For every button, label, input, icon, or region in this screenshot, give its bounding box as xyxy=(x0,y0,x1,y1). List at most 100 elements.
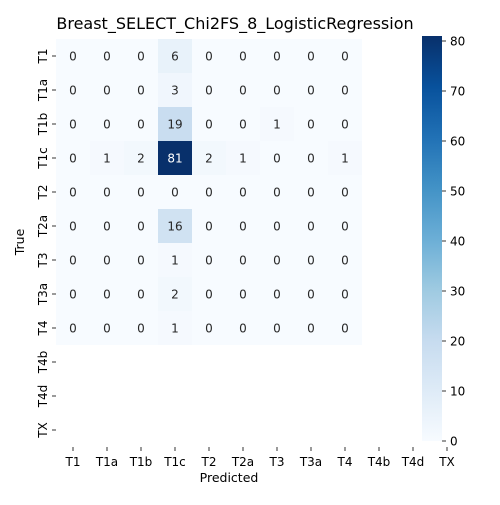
colorbar-tick-label: 80 xyxy=(450,35,465,49)
colorbar-gradient xyxy=(422,36,442,441)
cell-value-label: 0 xyxy=(205,220,213,234)
cell-value-label: 2 xyxy=(205,152,213,166)
cell-value-label: 16 xyxy=(167,220,182,234)
colorbar-tick-label: 30 xyxy=(450,285,465,299)
cell-value-label: 0 xyxy=(307,152,315,166)
cell-value-label: 0 xyxy=(239,84,247,98)
cell-value-label: 0 xyxy=(307,186,315,200)
cell-value-label: 0 xyxy=(69,152,77,166)
y-tick-label: T1b xyxy=(36,113,50,137)
x-axis-label: Predicted xyxy=(200,470,259,485)
cell-value-label: 0 xyxy=(103,84,111,98)
x-tick-label: T1 xyxy=(65,455,81,469)
y-tick-label: T4d xyxy=(36,385,50,409)
y-tick-label: T2 xyxy=(36,185,50,201)
cell-value-label: 0 xyxy=(103,186,111,200)
colorbar-tick-label: 0 xyxy=(450,435,458,449)
cell-value-label: 81 xyxy=(167,152,182,166)
cell-value-label: 19 xyxy=(167,118,182,132)
cell-value-label: 0 xyxy=(103,288,111,302)
x-tick-label: T4b xyxy=(367,455,391,469)
cell-value-label: 0 xyxy=(307,322,315,336)
cell-value-label: 0 xyxy=(273,322,281,336)
y-tick-label: T3 xyxy=(36,253,50,269)
cell-value-label: 0 xyxy=(341,254,349,268)
heatmap-cells: 0 0 0 6 0 0 0 0 0 0 0 0 3 0 0 0 0 0 0 0 0 19 0 0 1 0 0 0 1 2 81 2 1 0 0 1 0 0… xyxy=(56,39,362,345)
cell-value-label: 0 xyxy=(137,50,145,64)
y-axis-ticks: T1 T1a T1b T1c T2 T2a T3 T3a T4 T4b T4d TX xyxy=(36,49,56,439)
y-tick-label: T2a xyxy=(36,215,50,238)
cell-value-label: 0 xyxy=(205,186,213,200)
cell-value-label: 0 xyxy=(273,220,281,234)
y-tick-label: TX xyxy=(36,422,50,439)
cell-value-label: 0 xyxy=(103,322,111,336)
cell-value-label: 0 xyxy=(307,84,315,98)
colorbar-tick-label: 40 xyxy=(450,235,465,249)
cell-value-label: 0 xyxy=(205,84,213,98)
x-tick-label: T3a xyxy=(299,455,322,469)
cell-value-label: 2 xyxy=(137,152,145,166)
y-tick-label: T1c xyxy=(36,147,50,170)
y-axis-label: True xyxy=(12,228,27,256)
cell-value-label: 0 xyxy=(341,84,349,98)
cell-value-label: 1 xyxy=(103,152,111,166)
cell-value-label: 0 xyxy=(69,50,77,64)
cell-value-label: 0 xyxy=(171,186,179,200)
colorbar-tick-label: 20 xyxy=(450,335,465,349)
cell-value-label: 0 xyxy=(239,254,247,268)
cell-value-label: 0 xyxy=(137,220,145,234)
x-tick-label: TX xyxy=(438,455,455,469)
cell-value-label: 0 xyxy=(137,322,145,336)
cell-value-label: 0 xyxy=(239,322,247,336)
cell-value-label: 0 xyxy=(137,118,145,132)
cell-value-label: 0 xyxy=(307,254,315,268)
cell-value-label: 0 xyxy=(341,118,349,132)
cell-value-label: 0 xyxy=(273,152,281,166)
cell-value-label: 0 xyxy=(205,322,213,336)
chart-title: Breast_SELECT_Chi2FS_8_LogisticRegressio… xyxy=(56,14,413,34)
colorbar: 0 10 20 30 40 50 60 70 80 xyxy=(422,35,465,449)
x-tick-label: T4d xyxy=(401,455,425,469)
cell-value-label: 0 xyxy=(341,288,349,302)
cell-value-label: 0 xyxy=(307,118,315,132)
cell-value-label: 0 xyxy=(69,118,77,132)
cell-value-label: 0 xyxy=(103,220,111,234)
y-tick-label: T1a xyxy=(36,79,50,102)
cell-value-label: 0 xyxy=(307,288,315,302)
cell-value-label: 0 xyxy=(69,84,77,98)
cell-value-label: 1 xyxy=(341,152,349,166)
cell-value-label: 0 xyxy=(273,84,281,98)
cell-value-label: 0 xyxy=(273,288,281,302)
y-tick-label: T4 xyxy=(36,321,50,337)
cell-value-label: 0 xyxy=(307,50,315,64)
cell-value-label: 0 xyxy=(239,220,247,234)
y-tick-label: T3a xyxy=(36,283,50,306)
cell-value-label: 0 xyxy=(103,254,111,268)
x-tick-label: T1b xyxy=(129,455,153,469)
cell-value-label: 1 xyxy=(273,118,281,132)
cell-value-label: 0 xyxy=(69,322,77,336)
cell-value-label: 0 xyxy=(69,220,77,234)
x-axis-ticks: T1 T1a T1b T1c T2 T2a T3 T3a T4 T4b T4d TX xyxy=(65,447,455,469)
x-tick-label: T1c xyxy=(163,455,186,469)
cell-value-label: 0 xyxy=(273,186,281,200)
cell-value-label: 3 xyxy=(171,84,179,98)
colorbar-tick-label: 50 xyxy=(450,185,465,199)
y-tick-label: T4b xyxy=(36,351,50,375)
cell-value-label: 0 xyxy=(239,118,247,132)
cell-value-label: 6 xyxy=(171,50,179,64)
cell-value-label: 0 xyxy=(273,254,281,268)
x-tick-label: T1a xyxy=(95,455,118,469)
x-tick-label: T2 xyxy=(201,455,217,469)
y-tick-label: T1 xyxy=(36,49,50,65)
cell-value-label: 0 xyxy=(273,50,281,64)
cell-value-label: 0 xyxy=(137,254,145,268)
cell-value-label: 0 xyxy=(103,118,111,132)
x-tick-label: T2a xyxy=(231,455,254,469)
cell-value-label: 0 xyxy=(341,186,349,200)
cell-value-label: 1 xyxy=(239,152,247,166)
cell-value-label: 0 xyxy=(341,220,349,234)
x-tick-label: T4 xyxy=(337,455,353,469)
